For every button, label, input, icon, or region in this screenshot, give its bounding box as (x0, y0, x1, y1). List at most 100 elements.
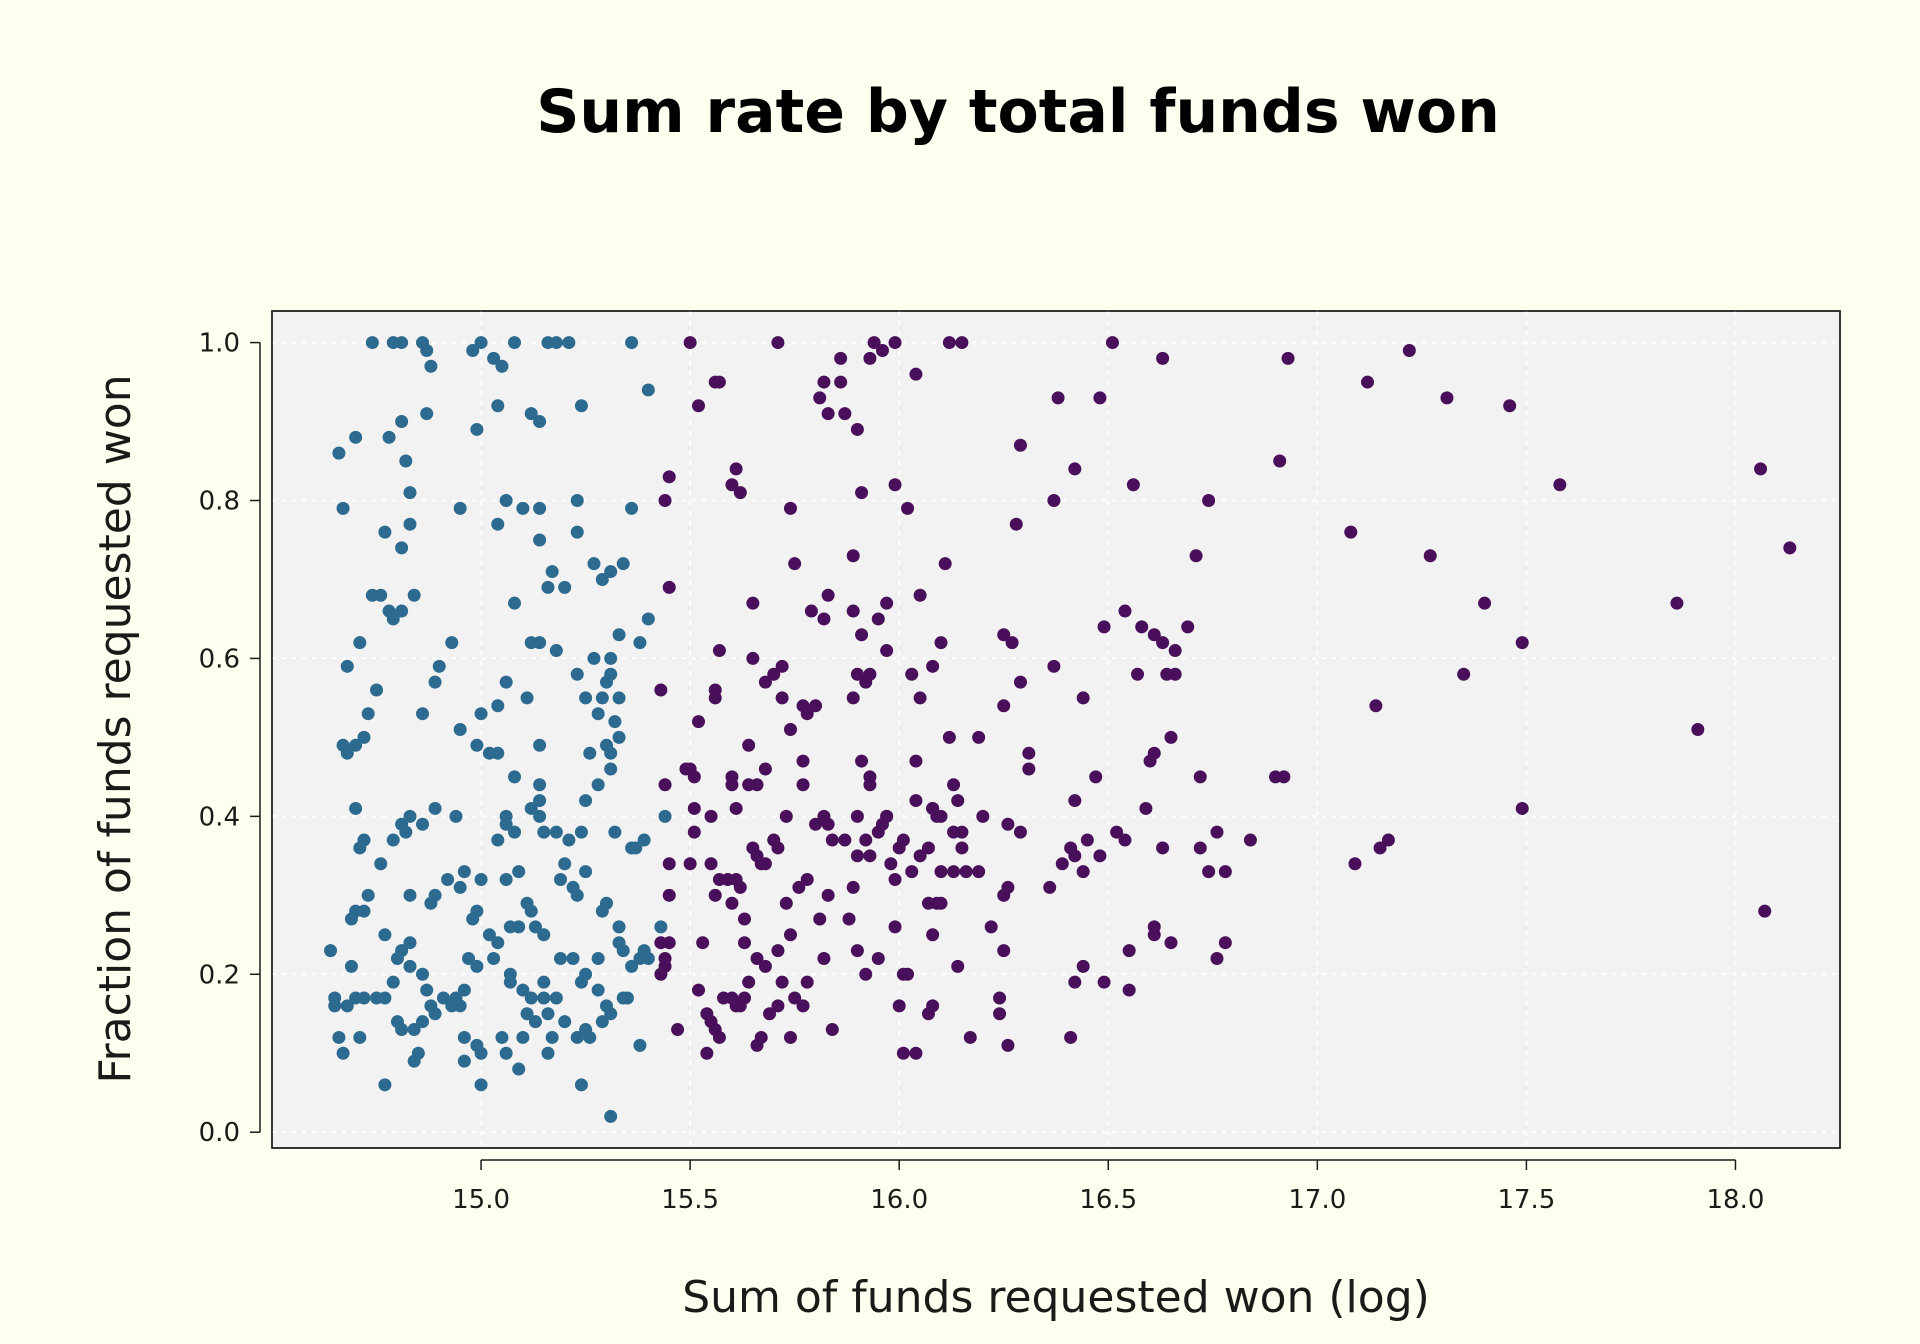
data-point (888, 920, 902, 934)
data-point (1076, 691, 1090, 705)
data-point (1553, 478, 1567, 492)
data-point (344, 912, 358, 926)
data-point (620, 991, 634, 1005)
data-point (537, 991, 551, 1005)
data-point (1156, 636, 1170, 650)
data-point (587, 651, 601, 665)
data-point (888, 873, 902, 887)
data-point (537, 928, 551, 942)
data-point (984, 920, 998, 934)
data-point (1135, 620, 1149, 634)
data-point (583, 746, 597, 760)
data-point (1478, 596, 1492, 610)
data-point (340, 659, 354, 673)
data-point (704, 809, 718, 823)
data-point (1093, 391, 1107, 405)
data-point (365, 336, 379, 350)
data-point (407, 1054, 421, 1068)
data-point (420, 343, 434, 357)
data-point (416, 967, 430, 981)
data-point (353, 636, 367, 650)
data-point (955, 336, 969, 350)
data-point (1076, 865, 1090, 879)
data-point (880, 644, 894, 658)
data-point (1126, 478, 1140, 492)
data-point (1344, 525, 1358, 539)
data-point (1022, 762, 1036, 776)
data-point (997, 628, 1011, 642)
data-point (800, 707, 814, 721)
data-point (934, 636, 948, 650)
data-point (687, 801, 701, 815)
data-point (462, 951, 476, 965)
data-point (604, 667, 618, 681)
data-point (1168, 644, 1182, 658)
data-point (859, 833, 873, 847)
data-point (508, 770, 522, 784)
data-point (1009, 517, 1023, 531)
data-point (1118, 833, 1132, 847)
data-point (779, 809, 793, 823)
data-point (520, 1007, 534, 1021)
data-point (658, 778, 672, 792)
data-point (574, 975, 588, 989)
data-point (1122, 983, 1136, 997)
data-point (708, 691, 722, 705)
data-point (554, 873, 568, 887)
data-point (353, 841, 367, 855)
data-point (474, 1078, 488, 1092)
data-point (416, 817, 430, 831)
data-point (825, 1023, 839, 1037)
data-point (332, 446, 346, 460)
data-point (453, 999, 467, 1013)
data-point (528, 1015, 542, 1029)
data-point (909, 754, 923, 768)
data-point (591, 983, 605, 997)
data-point (691, 715, 705, 729)
data-point (349, 801, 363, 815)
data-point (880, 596, 894, 610)
data-point (909, 1046, 923, 1060)
data-point (416, 707, 430, 721)
data-point (558, 580, 572, 594)
data-point (863, 667, 877, 681)
data-point (821, 588, 835, 602)
data-point (926, 928, 940, 942)
data-point (591, 951, 605, 965)
data-point (737, 991, 751, 1005)
data-point (1348, 857, 1362, 871)
data-point (403, 517, 417, 531)
data-point (604, 1109, 618, 1123)
data-point (508, 825, 522, 839)
data-point (541, 1046, 555, 1060)
data-point (1369, 699, 1383, 713)
data-point (1122, 944, 1136, 958)
data-point (1202, 865, 1216, 879)
data-point (1168, 667, 1182, 681)
data-point (913, 849, 927, 863)
data-point (1423, 549, 1437, 563)
data-point (1139, 801, 1153, 815)
y-tick-label: 0.0 (199, 1118, 240, 1148)
data-point (1001, 1038, 1015, 1052)
data-point (570, 667, 584, 681)
data-point (378, 525, 392, 539)
data-point (395, 415, 409, 429)
data-point (821, 817, 835, 831)
data-point (892, 999, 906, 1013)
data-point (424, 359, 438, 373)
y-tick-label: 0.2 (199, 960, 240, 990)
data-point (595, 904, 609, 918)
data-point (788, 991, 802, 1005)
data-point (453, 723, 467, 736)
data-point (704, 857, 718, 871)
data-point (817, 951, 831, 965)
data-point (508, 336, 522, 350)
data-point (604, 746, 618, 760)
data-point (737, 912, 751, 926)
data-point (817, 612, 831, 626)
data-point (1402, 343, 1416, 357)
data-point (792, 880, 806, 894)
data-point (804, 604, 818, 618)
data-point (549, 644, 563, 658)
